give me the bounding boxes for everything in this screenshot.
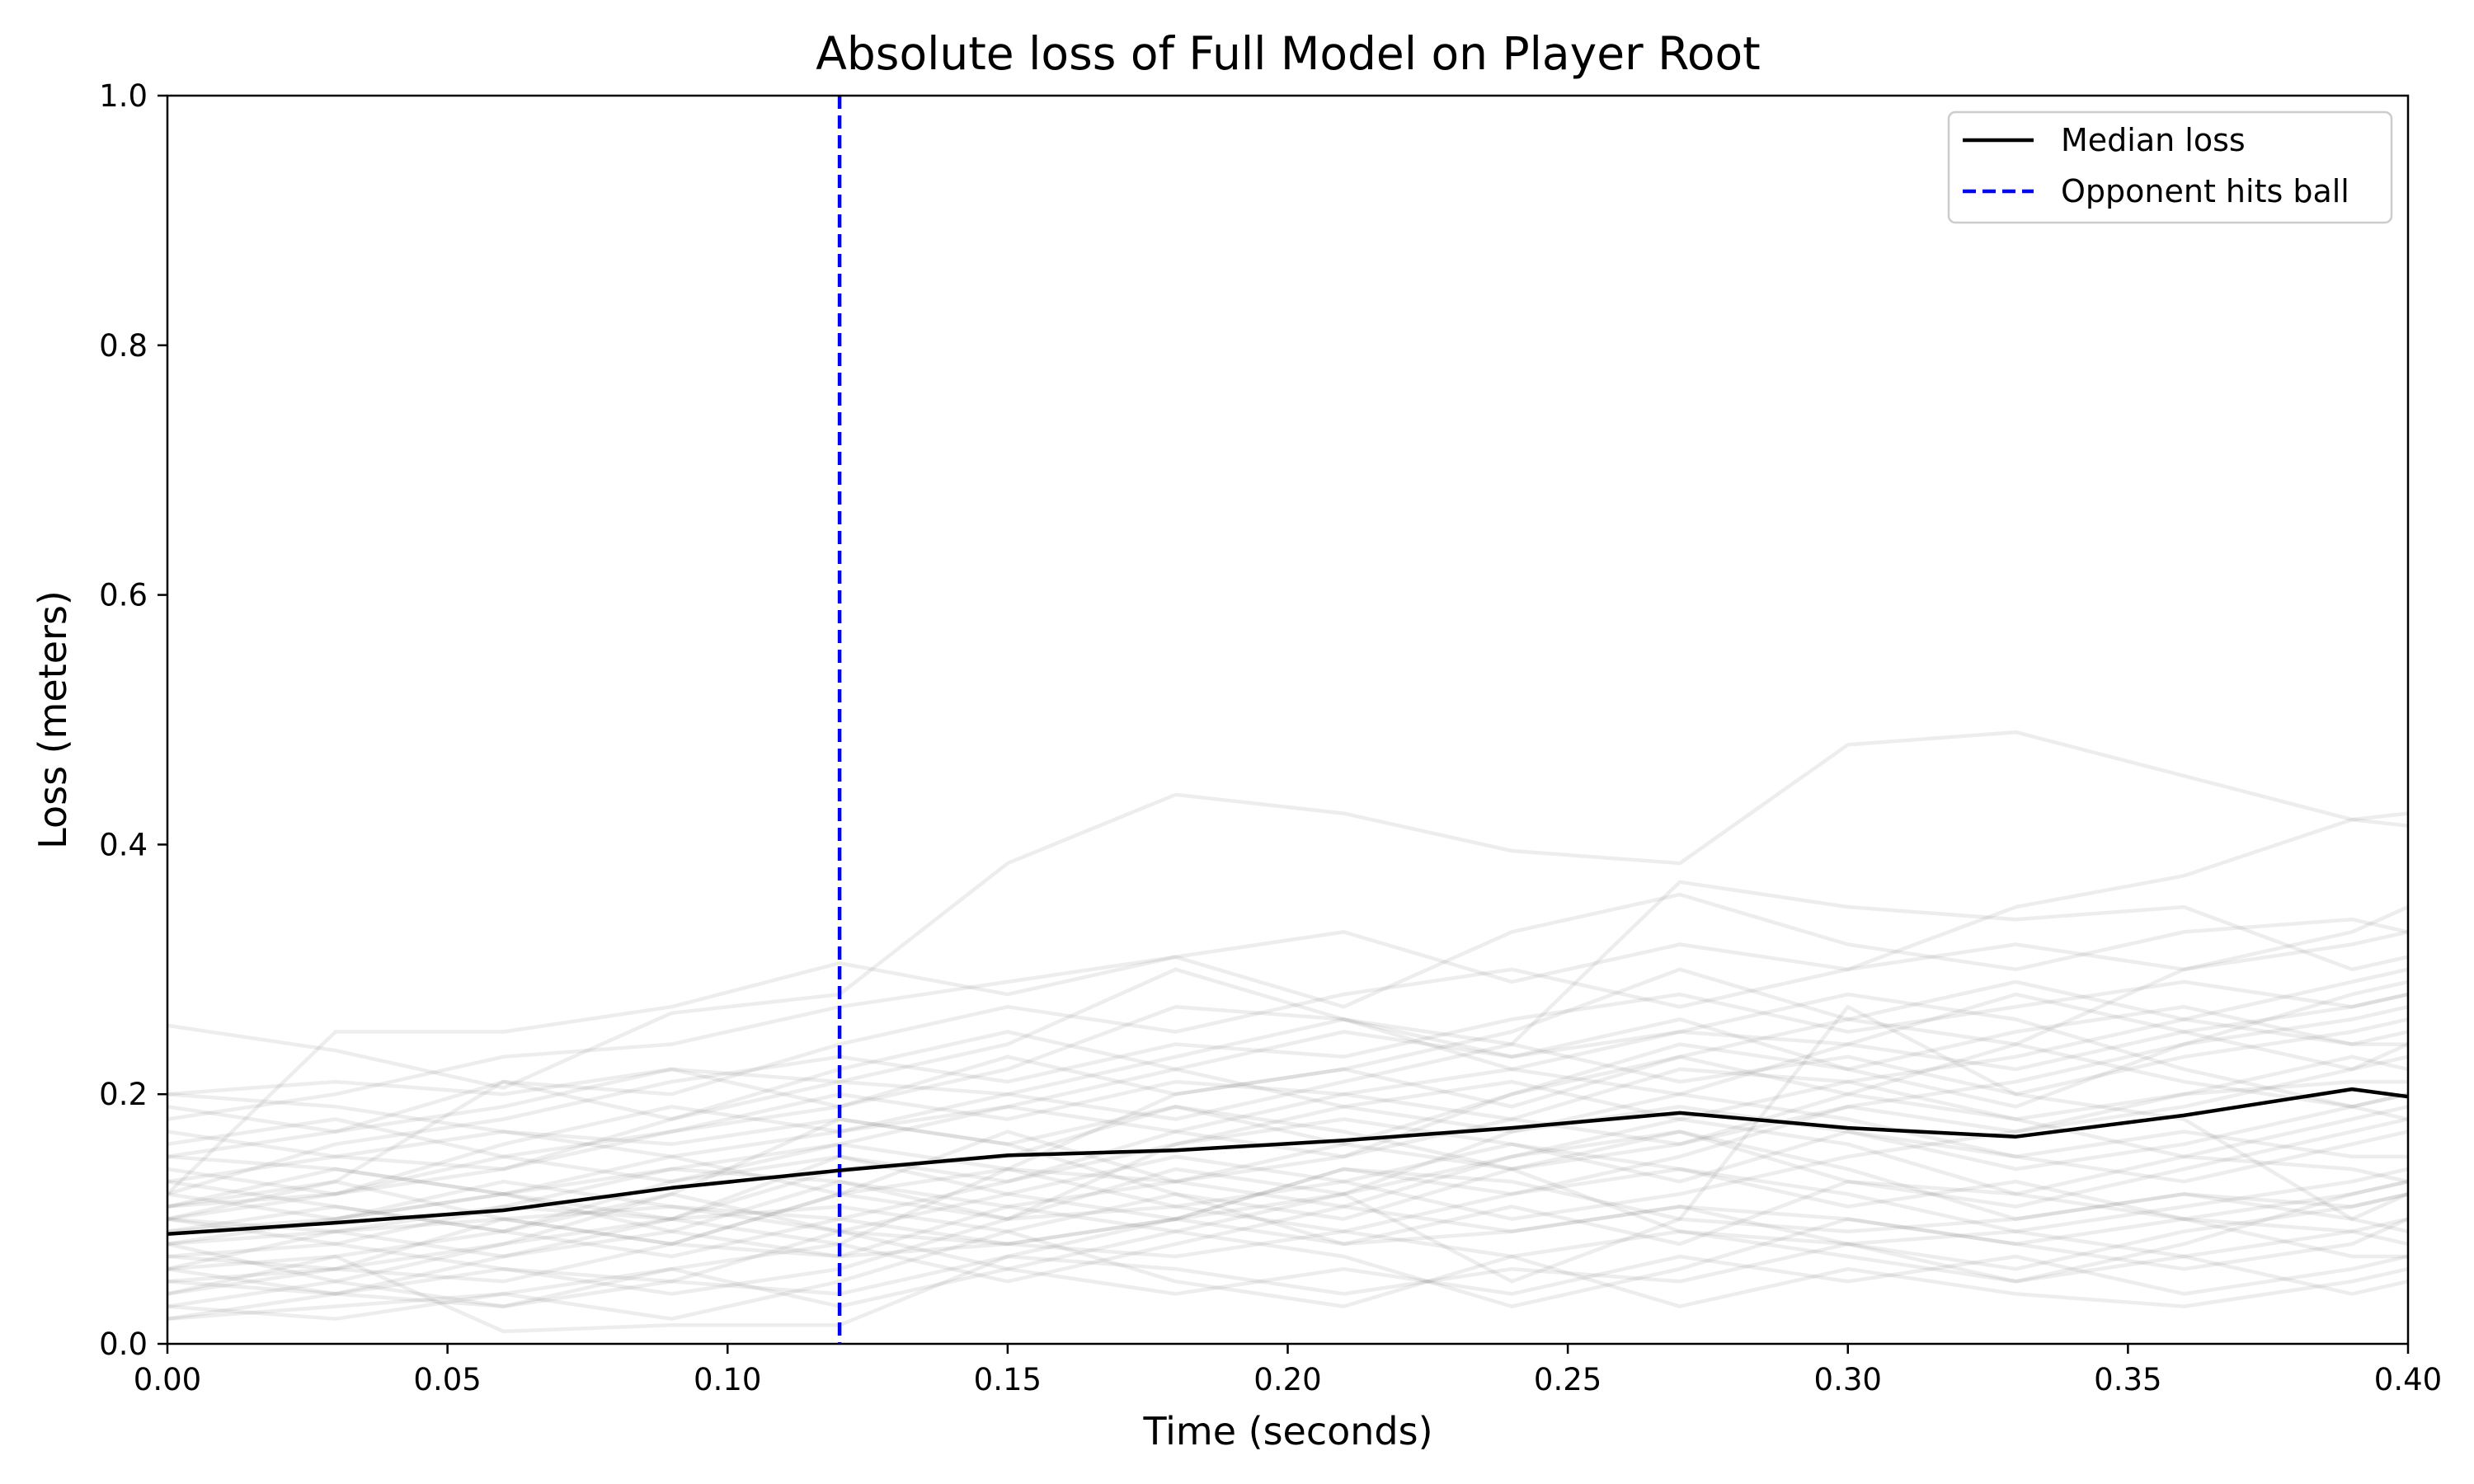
- individual-loss-line: [167, 1079, 2408, 1296]
- individual-loss-line: [167, 1229, 2408, 1321]
- legend: Median loss Opponent hits ball: [1947, 110, 2393, 224]
- legend-median-label: Median loss: [2061, 122, 2246, 158]
- individual-loss-line: [167, 1217, 2408, 1308]
- individual-loss-line: [167, 992, 2408, 1159]
- y-tick-label: 1.0: [99, 78, 148, 114]
- individual-loss-line: [167, 892, 2408, 1121]
- x-tick-label: 0.05: [413, 1362, 481, 1397]
- individual-loss-line: [167, 880, 2408, 1221]
- individual-loss-line: [167, 1017, 2408, 1196]
- individual-loss-line: [167, 930, 2408, 1134]
- individual-loss-line: [167, 1004, 2408, 1334]
- individual-loss-line: [167, 1167, 2408, 1259]
- median-line-layer: [167, 1087, 2408, 1237]
- individual-loss-line: [167, 1054, 2408, 1221]
- legend-event-label: Opponent hits ball: [2061, 173, 2349, 209]
- individual-loss-line: [167, 1054, 2408, 1233]
- individual-loss-line: [167, 967, 2408, 1159]
- x-tick-label: 0.25: [1534, 1362, 1602, 1397]
- x-tick-label: 0.35: [2094, 1362, 2161, 1397]
- individual-loss-line: [167, 1167, 2408, 1296]
- individual-loss-line: [167, 979, 2408, 1221]
- individual-loss-line: [167, 1005, 2408, 1233]
- x-tick-label: 0.20: [1253, 1362, 1321, 1397]
- chart-title: Absolute loss of Full Model on Player Ro…: [816, 27, 1760, 80]
- y-tick-label: 0.4: [99, 827, 148, 862]
- individual-loss-line: [167, 1092, 2408, 1296]
- individual-loss-line: [167, 1004, 2408, 1184]
- y-tick-label: 0.2: [99, 1077, 148, 1112]
- individual-loss-line: [167, 1192, 2408, 1308]
- individual-loss-line: [167, 1254, 2408, 1321]
- y-axis-label: Loss (meters): [31, 590, 75, 849]
- y-tick-label: 0.8: [99, 328, 148, 364]
- individual-loss-line: [167, 1054, 2408, 1259]
- y-axis-ticks: 0.0 0.2 0.4 0.6 0.8 1.0: [99, 78, 167, 1362]
- x-tick-label: 0.30: [1814, 1362, 1882, 1397]
- x-tick-label: 0.15: [974, 1362, 1042, 1397]
- individual-loss-line: [167, 979, 2408, 1196]
- individual-loss-line: [167, 1042, 2408, 1271]
- individual-loss-line: [167, 992, 2408, 1097]
- individual-loss-line: [167, 979, 2408, 1159]
- x-axis-label: Time (seconds): [1142, 1409, 1432, 1453]
- individual-loss-line: [167, 817, 2408, 1195]
- individual-loss-line: [167, 1129, 2408, 1284]
- individual-loss-line: [167, 992, 2408, 1209]
- x-tick-label: 0.00: [134, 1362, 201, 1397]
- individual-loss-line: [167, 1179, 2408, 1247]
- individual-loss-line: [167, 1030, 2408, 1172]
- individual-loss-line: [167, 1117, 2408, 1284]
- individual-loss-line: [167, 1180, 2408, 1296]
- individual-loss-line: [167, 1142, 2408, 1233]
- individual-loss-line: [167, 730, 2408, 1090]
- x-axis-ticks: 0.00 0.05 0.10 0.15 0.20 0.25 0.30 0.35 0.40: [134, 1344, 2442, 1397]
- individual-loss-lines: [167, 730, 2408, 1334]
- legend-box: [1947, 110, 2393, 224]
- y-tick-label: 0.6: [99, 578, 148, 613]
- median-loss-line: [167, 1087, 2408, 1237]
- individual-loss-line: [167, 1229, 2408, 1321]
- x-tick-label: 0.10: [694, 1362, 761, 1397]
- y-tick-label: 0.0: [99, 1327, 148, 1362]
- individual-loss-line: [167, 1105, 2408, 1247]
- individual-loss-line: [167, 1117, 2408, 1308]
- individual-loss-line: [167, 1117, 2408, 1247]
- x-tick-label: 0.40: [2374, 1362, 2442, 1397]
- individual-loss-line: [167, 1079, 2408, 1233]
